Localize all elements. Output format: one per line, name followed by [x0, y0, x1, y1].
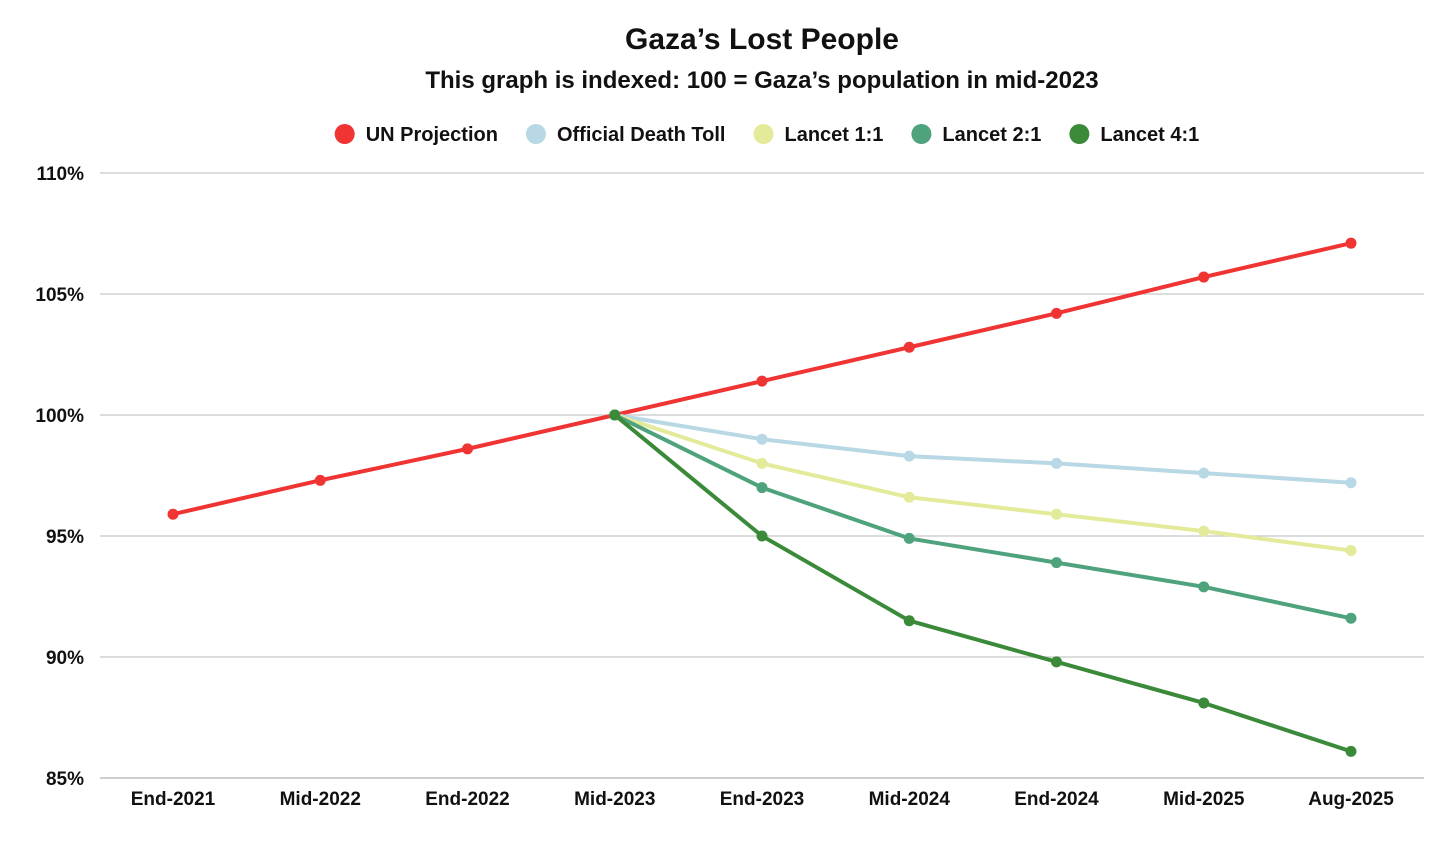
legend-label-official-death-toll: Official Death Toll — [557, 124, 726, 146]
chart-subtitle: This graph is indexed: 100 = Gaza’s popu… — [425, 67, 1098, 94]
data-point-lancet-2-1-end-2024 — [1051, 557, 1062, 569]
legend-label-lancet-4-1: Lancet 4:1 — [1100, 124, 1199, 146]
data-point-official-death-toll-end-2023 — [756, 433, 768, 445]
y-tick-label-100: 100% — [35, 406, 84, 427]
data-point-official-death-toll-mid-2024 — [903, 450, 915, 462]
legend-label-un-projection: UN Projection — [366, 124, 498, 146]
data-point-lancet-2-1-aug-2025 — [1345, 612, 1357, 624]
legend-label-lancet-1-1: Lancet 1:1 — [784, 124, 883, 146]
data-point-un-projection-end-2023 — [756, 375, 768, 387]
data-point-lancet-1-1-aug-2025 — [1345, 545, 1357, 557]
series-lancet-4-1 — [609, 409, 1357, 757]
series-lancet-2-1 — [609, 409, 1357, 624]
x-tick-label-mid-2023: Mid-2023 — [574, 789, 655, 810]
legend: UN Projection Official Death Toll Lancet 1… — [334, 124, 1199, 146]
data-point-lancet-2-1-mid-2025 — [1198, 581, 1210, 593]
data-point-lancet-4-1-mid-2025 — [1198, 697, 1210, 709]
data-point-un-projection-mid-2022 — [314, 474, 326, 486]
series-line-lancet-2-1 — [612, 413, 1353, 621]
data-point-lancet-4-1-mid-2023 — [609, 409, 621, 421]
x-tick-label-end-2023: End-2023 — [720, 789, 804, 810]
series-line-official-death-toll — [612, 413, 1353, 485]
x-tick-label-end-2021: End-2021 — [131, 789, 216, 810]
y-axis: 110% 105% 100% 95% 90% 85% — [35, 164, 84, 790]
data-point-lancet-1-1-end-2024 — [1051, 508, 1062, 520]
data-point-un-projection-mid-2024 — [903, 341, 915, 353]
y-tick-label-90: 90% — [46, 648, 84, 669]
x-axis: End-2021 Mid-2022 End-2022 Mid-2023 End-2023… — [131, 789, 1394, 810]
data-point-un-projection-end-2022 — [462, 443, 473, 455]
x-tick-label-end-2024: End-2024 — [1014, 789, 1099, 810]
data-point-lancet-1-1-end-2023 — [756, 457, 768, 469]
legend-marker-official-death-toll — [525, 124, 546, 144]
data-point-official-death-toll-mid-2025 — [1198, 467, 1210, 479]
legend-marker-lancet-4-1 — [1069, 124, 1090, 144]
y-tick-label-110: 110% — [36, 164, 84, 185]
legend-item-official-death-toll: Official Death Toll — [525, 124, 726, 146]
legend-item-lancet-4-1: Lancet 4:1 — [1069, 124, 1199, 146]
data-point-lancet-1-1-mid-2025 — [1198, 525, 1210, 537]
data-point-lancet-4-1-aug-2025 — [1345, 745, 1357, 757]
series-line-lancet-4-1 — [612, 413, 1353, 754]
data-point-un-projection-mid-2025 — [1198, 271, 1210, 283]
data-point-un-projection-end-2024 — [1051, 307, 1062, 319]
data-point-un-projection-end-2021 — [167, 508, 179, 520]
series-line-lancet-1-1 — [612, 413, 1353, 553]
data-point-un-projection-aug-2025 — [1345, 237, 1357, 249]
y-tick-label-95: 95% — [46, 527, 84, 548]
legend-item-lancet-2-1: Lancet 2:1 — [911, 124, 1041, 146]
chart-title: Gaza’s Lost People — [625, 23, 899, 56]
data-point-lancet-2-1-mid-2024 — [903, 532, 915, 544]
x-tick-label-mid-2024: Mid-2024 — [869, 789, 951, 810]
data-point-lancet-2-1-end-2023 — [756, 482, 768, 494]
series-un-projection — [167, 237, 1357, 520]
data-point-official-death-toll-aug-2025 — [1345, 477, 1357, 489]
data-point-lancet-4-1-end-2023 — [756, 530, 768, 542]
legend-item-un-projection: UN Projection — [334, 124, 498, 146]
legend-marker-lancet-1-1 — [753, 124, 774, 144]
x-tick-label-end-2022: End-2022 — [425, 789, 509, 810]
data-point-official-death-toll-end-2024 — [1051, 457, 1062, 469]
data-point-lancet-4-1-end-2024 — [1051, 656, 1062, 668]
data-point-lancet-4-1-mid-2024 — [903, 615, 915, 627]
legend-item-lancet-1-1: Lancet 1:1 — [753, 124, 883, 146]
x-tick-label-mid-2025: Mid-2025 — [1163, 789, 1245, 810]
series-layer — [167, 237, 1357, 757]
y-tick-label-105: 105% — [35, 285, 84, 306]
x-tick-label-aug-2025: Aug-2025 — [1308, 789, 1394, 810]
legend-label-lancet-2-1: Lancet 2:1 — [942, 124, 1041, 146]
data-point-lancet-1-1-mid-2024 — [903, 491, 915, 503]
y-tick-label-85: 85% — [46, 769, 84, 790]
gridlines — [100, 172, 1424, 779]
x-tick-label-mid-2022: Mid-2022 — [280, 789, 361, 810]
legend-marker-un-projection — [334, 124, 355, 144]
legend-marker-lancet-2-1 — [911, 124, 932, 144]
